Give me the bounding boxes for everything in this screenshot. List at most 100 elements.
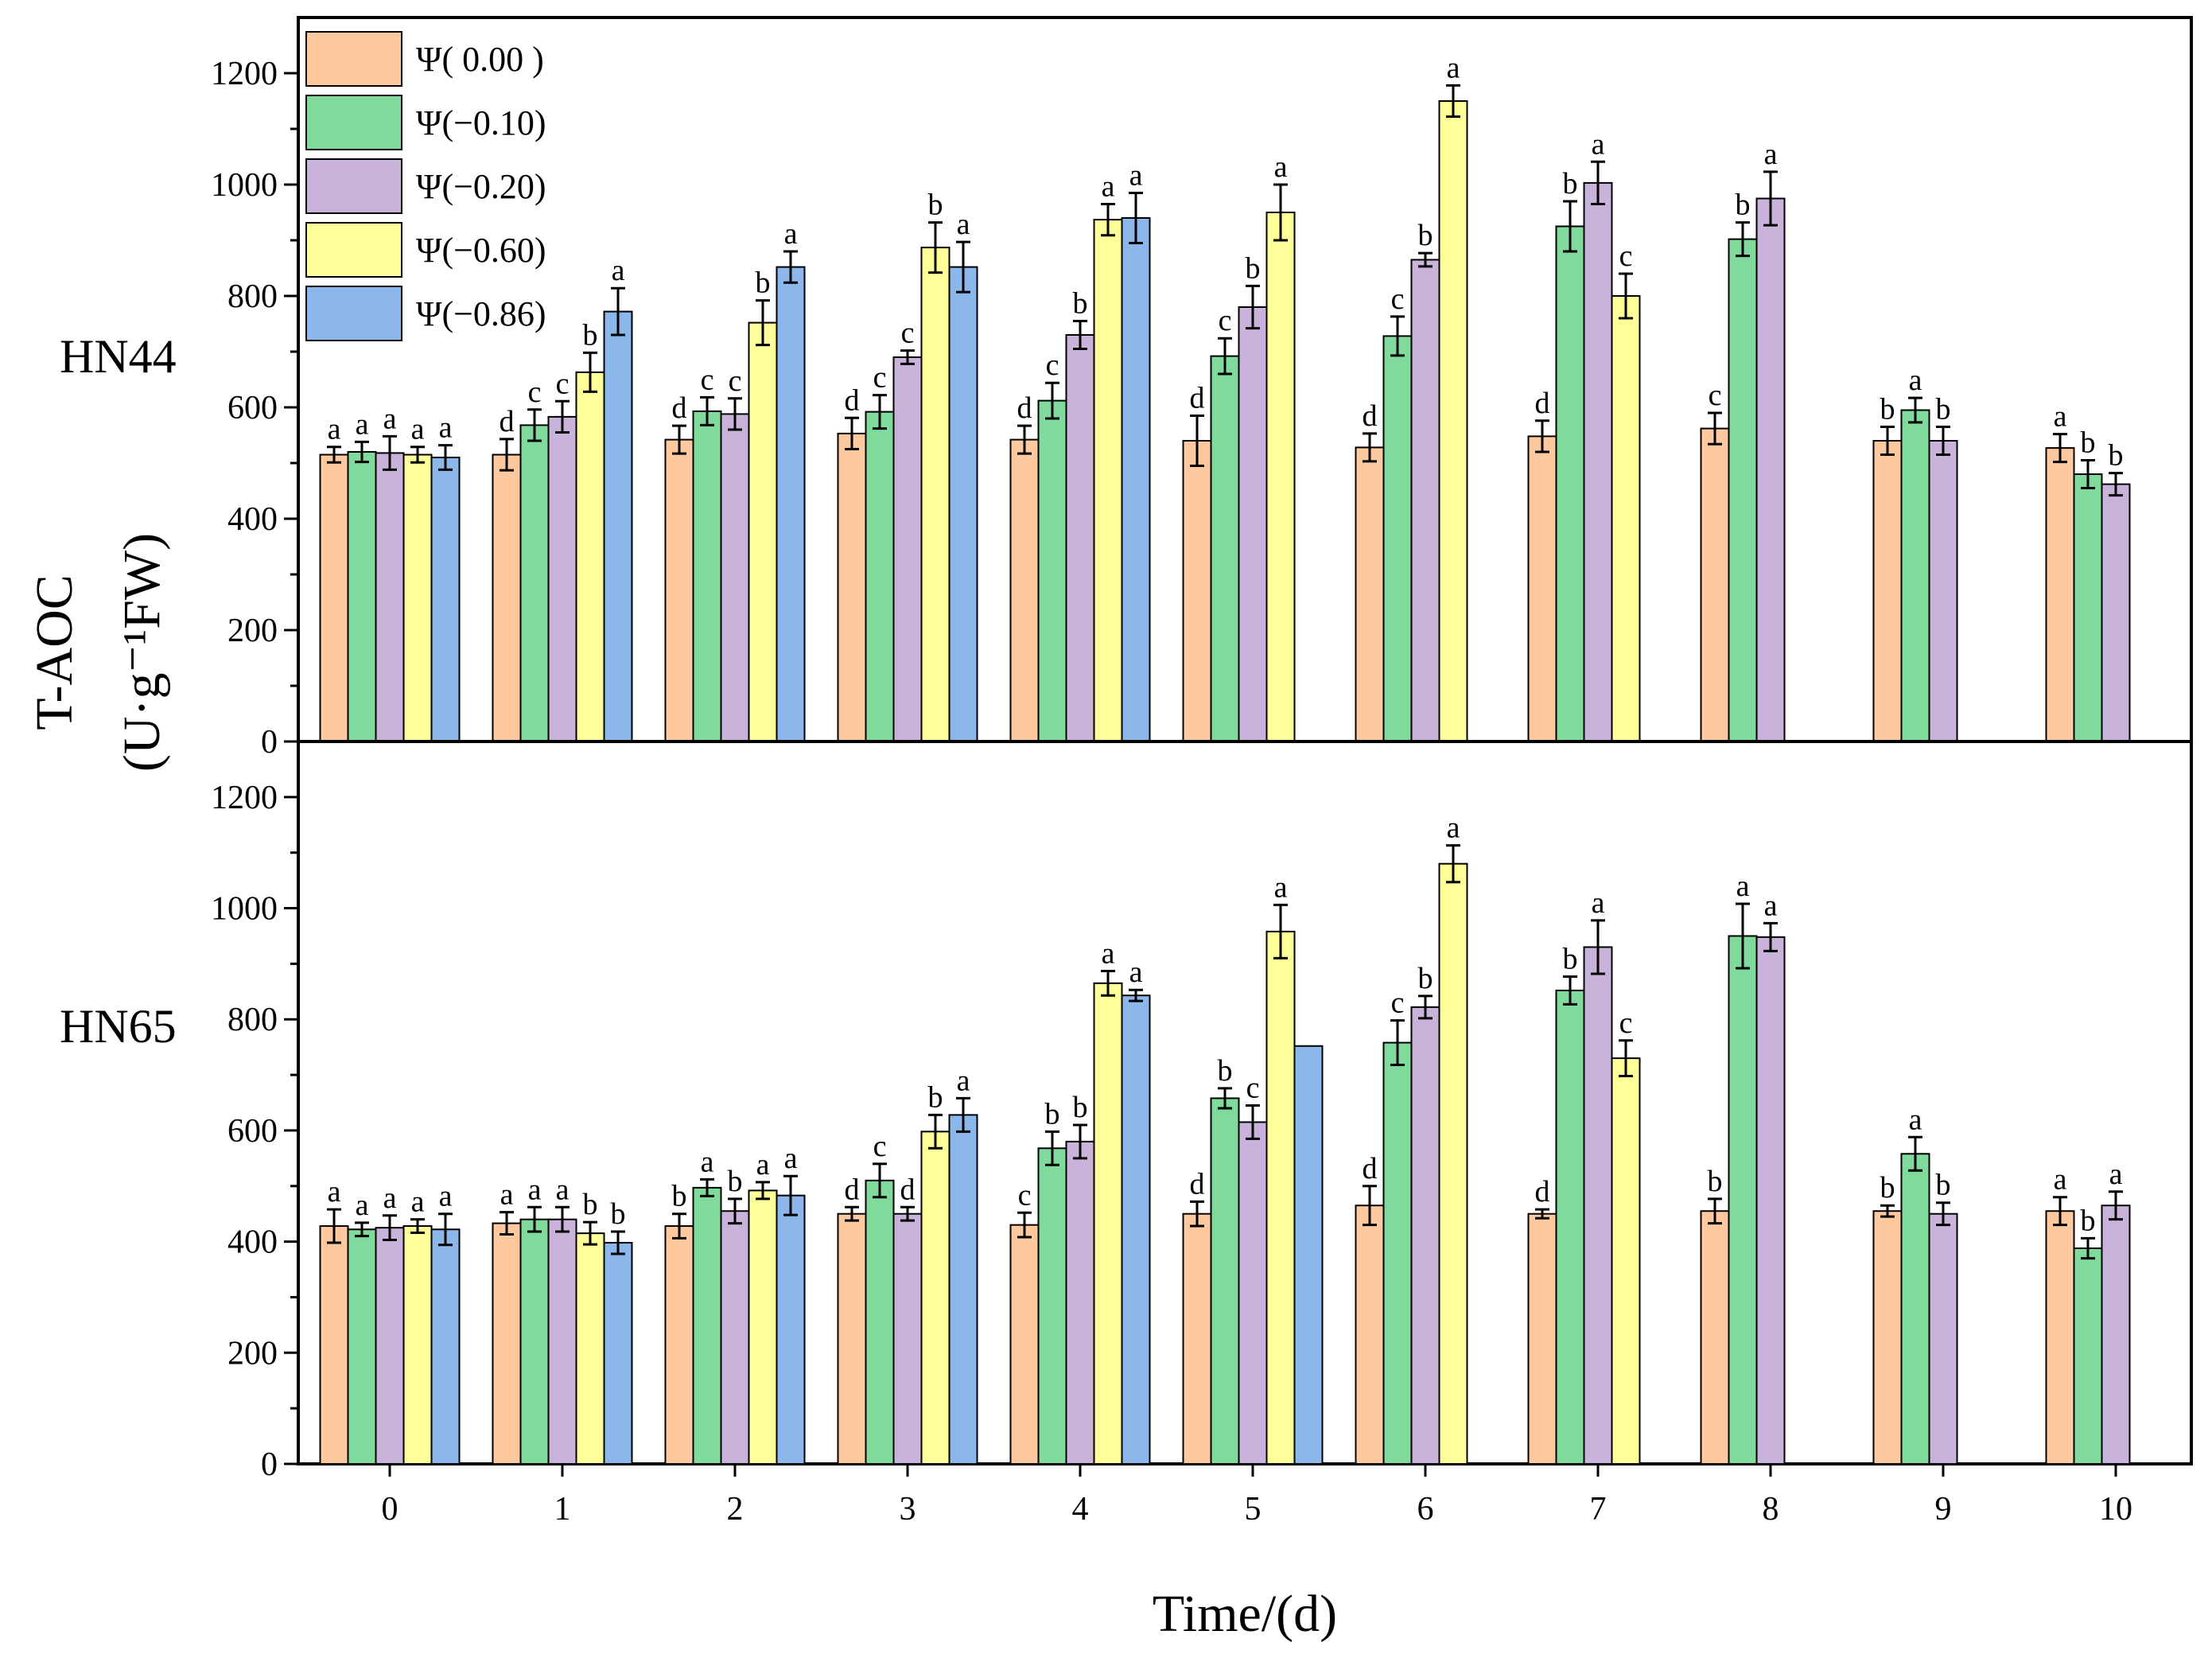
bar <box>1121 994 1151 1465</box>
significance-letter: c <box>873 361 887 395</box>
significance-letter: b <box>1736 189 1751 222</box>
x-axis-title: Time/(d) <box>1153 1585 1337 1643</box>
significance-letter: b <box>1880 393 1895 426</box>
bar <box>1093 219 1123 743</box>
bar <box>2101 483 2131 742</box>
bar <box>603 310 633 743</box>
bar <box>692 1186 722 1465</box>
bar <box>1210 355 1240 742</box>
significance-letter: a <box>1592 127 1605 161</box>
significance-letter: b <box>611 1197 626 1231</box>
significance-letter: d <box>672 391 687 425</box>
legend-swatch <box>305 286 402 341</box>
x-tick-label: 2 <box>727 1491 744 1528</box>
bar <box>430 457 461 742</box>
significance-letter: d <box>1190 1167 1205 1201</box>
bar <box>1700 427 1730 742</box>
bar <box>1611 1057 1641 1465</box>
bar <box>664 438 694 742</box>
significance-letter: a <box>701 1145 714 1178</box>
y-tick-label: 1000 <box>211 167 278 204</box>
legend-label: Ψ(−0.60) <box>416 231 546 270</box>
significance-letter: a <box>1274 870 1288 904</box>
significance-letter: a <box>1764 889 1778 922</box>
x-tick-label: 4 <box>1072 1491 1089 1528</box>
bar <box>1527 435 1557 743</box>
x-tick-label: 3 <box>900 1491 916 1528</box>
significance-letter: a <box>1102 936 1115 970</box>
significance-letter: d <box>1363 1152 1378 1185</box>
significance-letter: b <box>1563 942 1578 975</box>
significance-letter: b <box>1045 1097 1060 1131</box>
significance-letter: c <box>1219 304 1232 337</box>
x-tick-label: 0 <box>382 1491 398 1528</box>
significance-letter: a <box>383 1181 397 1215</box>
y-tick-label: 200 <box>227 1335 278 1372</box>
significance-letter: a <box>356 407 369 441</box>
bar <box>1065 334 1095 742</box>
bar <box>1009 438 1040 742</box>
bar <box>2045 1210 2075 1465</box>
significance-letter: b <box>672 1180 687 1213</box>
significance-letter: c <box>1018 1178 1032 1212</box>
bar <box>1872 1210 1903 1465</box>
significance-letter: a <box>784 217 798 251</box>
significance-letter: a <box>1447 51 1460 84</box>
significance-letter: b <box>728 1165 743 1198</box>
bar <box>1928 1212 1958 1465</box>
significance-letter: a <box>1909 1103 1922 1136</box>
bar <box>1900 409 1930 742</box>
significance-letter: a <box>411 1185 425 1219</box>
bar <box>1009 1224 1040 1465</box>
significance-letter: d <box>1363 399 1378 433</box>
bar <box>1210 1097 1240 1465</box>
cultivar-label: HN65 <box>60 1000 177 1053</box>
significance-letter: a <box>439 411 453 445</box>
significance-letter: a <box>1909 364 1922 397</box>
significance-letter: a <box>2054 400 2067 434</box>
bar <box>575 1232 605 1465</box>
legend-swatch <box>305 95 402 150</box>
bar <box>1182 1212 1212 1465</box>
bar <box>748 1189 778 1465</box>
significance-letter: b <box>1073 1091 1088 1124</box>
bar <box>1555 989 1585 1465</box>
significance-letter: c <box>556 367 570 400</box>
bar <box>920 247 950 743</box>
significance-letter: b <box>1936 1169 1951 1202</box>
significance-letter: a <box>1447 812 1460 845</box>
y-axis-title-line1: T-AOC <box>25 574 84 730</box>
significance-letter: a <box>439 1180 453 1213</box>
significance-letter: a <box>356 1189 369 1222</box>
x-tick-label: 7 <box>1590 1491 1607 1528</box>
legend-swatch <box>305 158 402 214</box>
significance-letter: b <box>1073 287 1088 321</box>
bar <box>2073 473 2103 742</box>
significance-letter: a <box>784 1142 798 1175</box>
bar <box>720 413 750 743</box>
x-tick-label: 9 <box>1935 1491 1952 1528</box>
bar <box>948 266 978 743</box>
significance-letter: c <box>901 317 915 350</box>
bar <box>2073 1247 2103 1465</box>
x-tick-label: 8 <box>1763 1491 1779 1528</box>
bar <box>519 424 550 743</box>
bar <box>1238 306 1268 742</box>
x-tick-label: 10 <box>2099 1491 2132 1528</box>
significance-letter: a <box>328 1175 341 1209</box>
significance-letter: a <box>957 208 970 241</box>
bar <box>1265 930 1296 1465</box>
bar <box>1293 1045 1324 1465</box>
legend-swatch <box>305 31 402 87</box>
significance-letter: a <box>1129 159 1143 193</box>
legend-swatch <box>305 222 402 278</box>
bar <box>319 453 349 742</box>
y-axis-title-line2: (U·g⁻¹FW) <box>113 533 171 772</box>
significance-letter: b <box>1936 393 1951 426</box>
y-tick-label: 200 <box>227 613 278 649</box>
y-tick-label: 400 <box>227 1224 278 1261</box>
y-tick-label: 400 <box>227 501 278 538</box>
significance-letter: c <box>729 364 742 398</box>
